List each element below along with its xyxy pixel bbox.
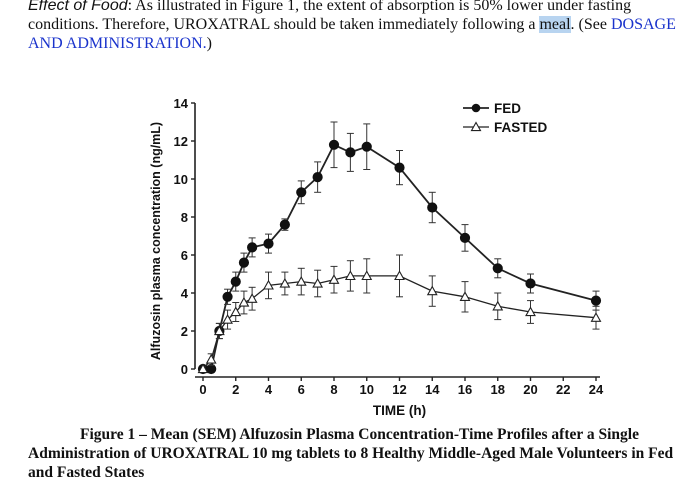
fasted-data-point <box>394 270 405 281</box>
x-axis-title: TIME (h) <box>373 403 426 418</box>
fed-data-point <box>312 172 323 183</box>
fasted-data-point <box>230 306 242 317</box>
fed-data-point <box>328 139 340 150</box>
fed-data-point <box>238 257 250 268</box>
fed-data-point <box>222 291 233 302</box>
fed-data-point <box>427 202 438 213</box>
fasted-data-point <box>222 313 233 324</box>
fed-data-point <box>206 363 217 375</box>
fasted-data-point <box>344 270 356 281</box>
fed-data-point <box>263 238 274 249</box>
x-tick-label: 14 <box>425 382 440 397</box>
highlighted-word: meal <box>539 16 571 33</box>
y-tick-label: 10 <box>174 172 188 187</box>
legend-fasted-label: FASTED <box>494 120 548 135</box>
fasted-data-point <box>246 293 258 303</box>
fasted-data-point <box>213 325 225 336</box>
fed-data-point <box>525 278 536 289</box>
fasted-data-point <box>459 291 471 301</box>
fasted-data-point <box>426 285 438 296</box>
legend-fasted-marker <box>470 121 482 132</box>
y-tick-label: 4 <box>181 286 189 301</box>
fasted-data-point <box>279 277 291 288</box>
fed-data-point <box>459 232 471 243</box>
fed-data-point <box>296 187 307 198</box>
dosage-administration-link[interactable]: DOSAGE AND ADMINISTRATION. <box>28 16 676 52</box>
fed-data-point <box>247 242 258 253</box>
y-tick-label: 6 <box>181 248 188 263</box>
fed-data-point <box>492 263 503 274</box>
fed-data-point <box>279 219 290 230</box>
x-tick-label: 4 <box>265 382 273 397</box>
fasted-data-point <box>312 277 324 288</box>
fasted-data-point <box>238 296 250 307</box>
fed-data-point <box>345 147 356 158</box>
fasted-data-point <box>361 270 373 281</box>
fasted-data-point <box>492 300 504 311</box>
fasted-data-point <box>197 363 209 374</box>
effect-of-food-paragraph: Effect of Food: As illustrated in Figure… <box>28 0 688 53</box>
x-tick-label: 12 <box>392 382 406 397</box>
fasted-data-point <box>295 275 307 286</box>
x-tick-label: 24 <box>589 382 604 397</box>
paragraph-text-2: . (See <box>570 16 611 33</box>
fed-data-point <box>590 295 602 306</box>
x-tick-label: 6 <box>298 382 305 397</box>
y-tick-label: 12 <box>174 134 188 149</box>
fed-data-point <box>394 162 405 173</box>
x-tick-label: 0 <box>199 382 206 397</box>
fasted-data-point <box>328 274 340 284</box>
y-tick-label: 8 <box>181 210 188 225</box>
x-tick-label: 10 <box>360 382 374 397</box>
legend-fed-marker <box>471 103 481 113</box>
x-tick-label: 22 <box>556 382 570 397</box>
fed-data-point <box>230 276 241 287</box>
y-tick-label: 14 <box>174 96 189 111</box>
y-axis-title: Alfuzosin plasma concentration (ng/mL) <box>149 122 163 360</box>
fasted-data-point <box>263 279 274 290</box>
fed-data-point <box>361 141 372 152</box>
x-tick-label: 8 <box>330 382 337 397</box>
paragraph-text-3: ) <box>206 35 212 52</box>
x-tick-label: 2 <box>232 382 239 397</box>
fasted-data-point <box>590 312 602 322</box>
x-tick-label: 20 <box>523 382 537 397</box>
y-tick-label: 0 <box>181 362 188 377</box>
fasted-data-point <box>205 353 217 364</box>
legend-fed-label: FED <box>494 101 521 116</box>
paragraph-text-1: : As illustrated in Figure 1, the extent… <box>28 0 632 33</box>
fasted-data-point <box>525 306 536 317</box>
y-tick-label: 2 <box>181 324 188 339</box>
figure-caption: Figure 1 – Mean (SEM) Alfuzosin Plasma C… <box>28 426 674 481</box>
x-tick-label: 16 <box>458 382 472 397</box>
paragraph-lead: Effect of Food <box>28 0 128 14</box>
x-tick-label: 18 <box>491 382 505 397</box>
